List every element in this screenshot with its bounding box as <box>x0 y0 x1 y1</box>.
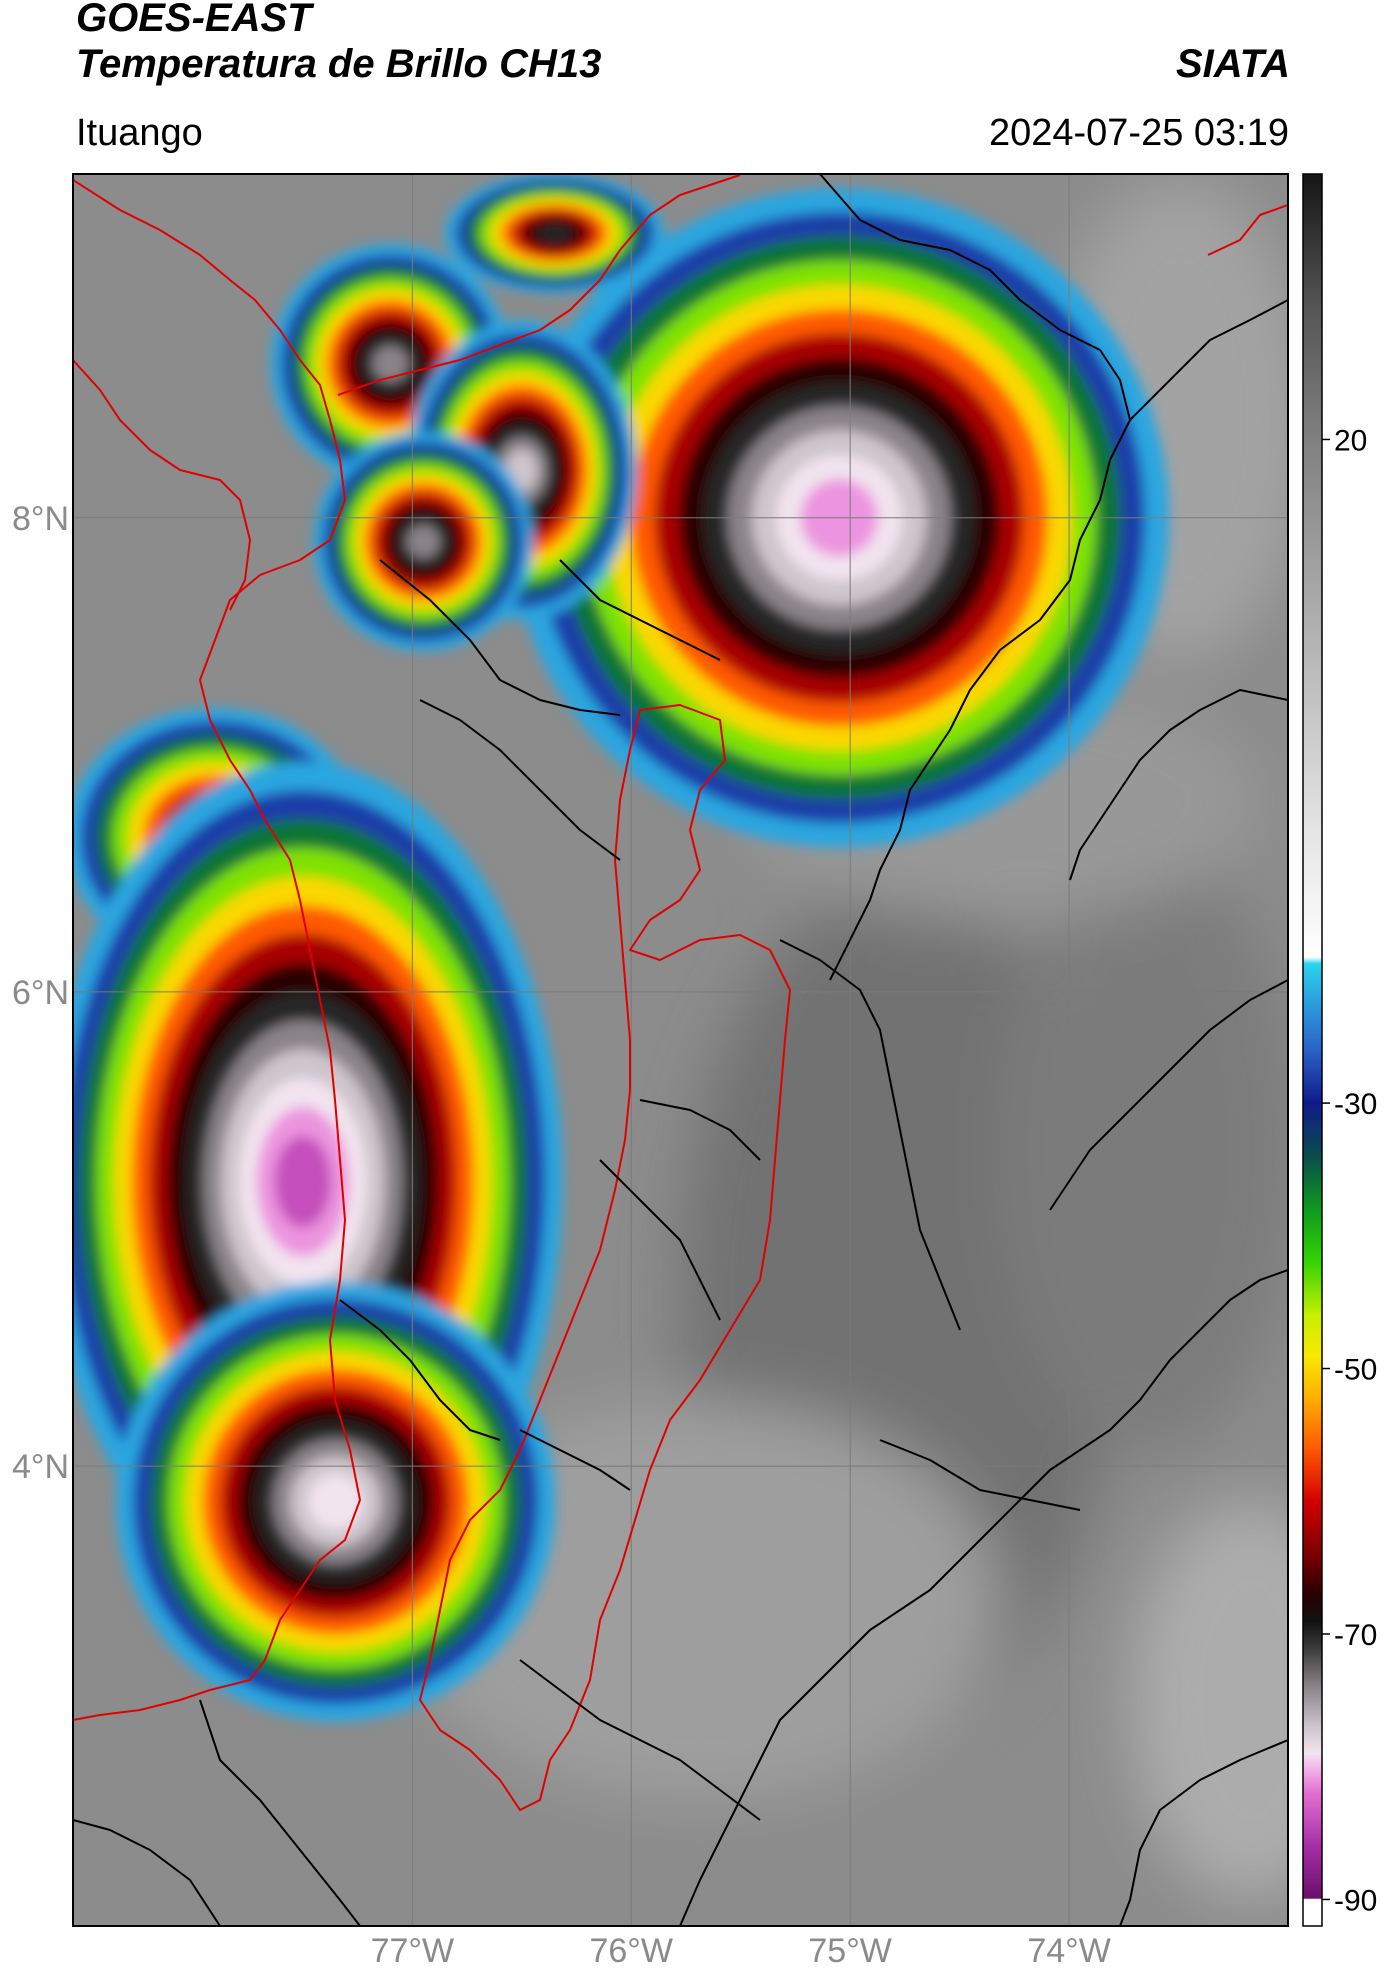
storm-contour <box>406 524 440 559</box>
colorbar-tick-label: -90 <box>1334 1884 1377 1917</box>
product-title: Temperatura de Brillo CH13 <box>76 42 602 86</box>
location-label: Ituango <box>76 112 203 154</box>
storm-layer <box>73 174 1170 1722</box>
map-frame <box>72 173 1289 1927</box>
lon-tick-label: 76°W <box>589 1932 673 1970</box>
lat-tick-label: 4°N <box>12 1448 69 1486</box>
satellite-title: GOES-EAST <box>76 0 312 40</box>
colorbar-tick-labels: 20 -30 -50 -70 -90 <box>1322 424 1377 1917</box>
storm-contour <box>536 223 573 244</box>
longitude-tick-labels: 77°W 76°W 75°W 74°W <box>371 1932 1111 1970</box>
gridlines <box>73 174 1288 1926</box>
timestamp-label: 2024-07-25 03:19 <box>988 112 1289 154</box>
lat-tick-label: 8°N <box>12 500 69 538</box>
colorbar-tick-label: -70 <box>1334 1619 1377 1652</box>
coastline-caribbean <box>337 174 741 396</box>
latitude-tick-labels: 8°N 6°N 4°N <box>12 500 69 1486</box>
storm-north-cell-3 <box>313 431 534 652</box>
colorbar-tick-label: -50 <box>1334 1354 1377 1387</box>
colorbar-tick-label: 20 <box>1334 424 1367 457</box>
coastline-pacific <box>73 179 361 1721</box>
colorbar-tick-label: -30 <box>1334 1088 1377 1121</box>
panama-border <box>73 359 251 611</box>
lat-tick-label: 6°N <box>12 974 69 1012</box>
lon-tick-label: 74°W <box>1027 1932 1111 1970</box>
lon-tick-label: 75°W <box>808 1932 892 1970</box>
storm-contour <box>274 1135 332 1228</box>
colorbar-ramp <box>1302 173 1323 1927</box>
ecuador-border <box>1207 204 1288 256</box>
admin-boundaries <box>73 174 1288 1926</box>
storm-contour <box>307 1473 364 1530</box>
brand-label: SIATA <box>1175 42 1290 86</box>
storm-south-cluster <box>115 1281 556 1722</box>
storm-contour <box>372 345 409 382</box>
boundaries <box>73 174 1288 1926</box>
storm-top-cell <box>444 174 665 294</box>
colorbar: 20 -30 -50 -70 -90 <box>1302 173 1377 1927</box>
map-area <box>73 174 1288 1926</box>
storm-northeast-cluster <box>509 187 1170 848</box>
lon-tick-label: 77°W <box>371 1932 455 1970</box>
